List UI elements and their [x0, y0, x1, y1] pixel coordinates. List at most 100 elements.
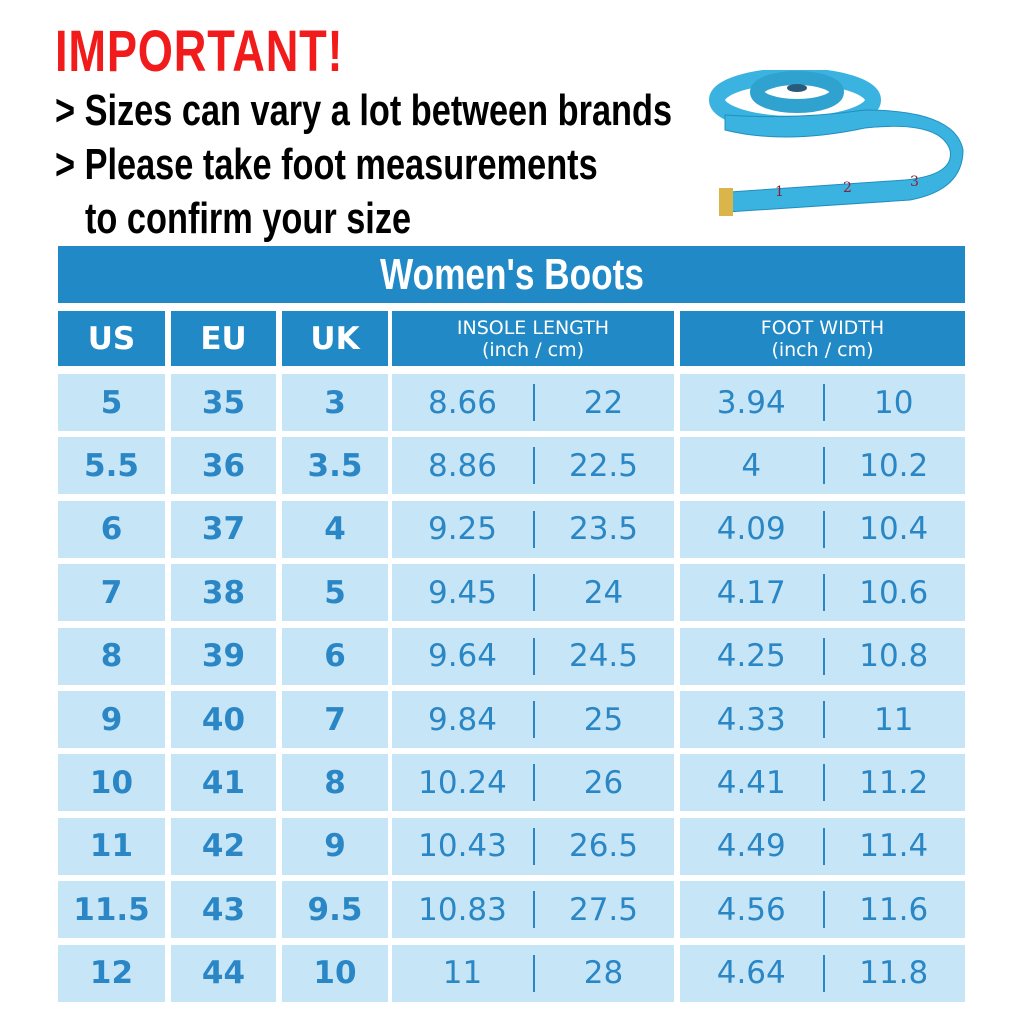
measuring-tape-icon: 1 2 3 [709, 70, 964, 216]
divider [533, 384, 535, 421]
cell-insole-cm: 22 [583, 384, 624, 421]
cell-insole-cm: 27.5 [568, 891, 639, 928]
divider [533, 574, 535, 612]
cell-width-cm: 11 [874, 701, 914, 738]
svg-text:3: 3 [910, 174, 919, 190]
header-width-unit: (inch / cm) [771, 338, 874, 361]
cell-width: 4 10.2 [680, 437, 965, 495]
cell-width: 4.41 11.2 [680, 754, 965, 812]
cell-eu: 35 [171, 374, 276, 431]
cell-width: 3.94 10 [680, 374, 965, 431]
cell-width-cm: 10.2 [859, 447, 929, 484]
cell-insole-cm: 24.5 [568, 638, 639, 675]
cell-width-inch: 4.17 [716, 574, 786, 611]
cell-insole-cm: 24 [583, 574, 624, 611]
divider [822, 384, 825, 421]
header-insole: INSOLE LENGTH (inch / cm) [392, 311, 674, 366]
svg-text:1: 1 [775, 184, 784, 200]
cell-width: 4.49 11.4 [680, 817, 965, 875]
header-eu: EU [171, 311, 276, 366]
cell-insole-cm: 26.5 [568, 828, 639, 865]
cell-insole-inch: 10.43 [418, 828, 507, 865]
cell-us: 11.5 [58, 881, 165, 939]
cell-us: 7 [58, 564, 165, 622]
cell-insole-inch: 11 [442, 955, 483, 992]
cell-insole-inch: 8.86 [427, 447, 498, 484]
cell-insole-cm: 25 [583, 701, 624, 738]
table-title-bar: Women's Boots [58, 246, 965, 303]
cell-us: 10 [58, 754, 165, 812]
cell-us: 11 [58, 817, 165, 875]
cell-insole: 10.24 26 [392, 754, 674, 812]
cell-insole: 11 28 [392, 944, 674, 1002]
cell-eu: 43 [171, 881, 276, 939]
cell-us: 12 [58, 944, 165, 1002]
cell-uk: 4 [282, 500, 388, 558]
cell-width-inch: 4.33 [716, 701, 786, 738]
svg-text:2: 2 [843, 180, 852, 196]
cell-insole-cm: 23.5 [568, 511, 639, 548]
cell-uk: 6 [282, 627, 388, 685]
cell-uk: 10 [282, 944, 388, 1002]
header-us: US [58, 311, 165, 366]
cell-us: 9 [58, 691, 165, 748]
cell-insole: 9.84 25 [392, 691, 674, 748]
divider [533, 827, 535, 865]
cell-insole-inch: 9.84 [427, 701, 498, 738]
cell-eu: 44 [171, 944, 276, 1002]
cell-width-inch: 4 [741, 447, 762, 484]
cell-us: 5.5 [58, 437, 165, 495]
divider [822, 701, 825, 738]
cell-eu: 42 [171, 817, 276, 875]
cell-eu: 36 [171, 437, 276, 495]
header-width-label: FOOT WIDTH [760, 316, 885, 339]
cell-insole-inch: 9.45 [427, 574, 498, 611]
note-line: > Please take foot measurements [55, 140, 598, 189]
cell-uk: 3 [282, 374, 388, 431]
cell-width: 4.25 10.8 [680, 627, 965, 685]
cell-uk: 3.5 [282, 437, 388, 495]
divider [533, 764, 535, 802]
divider [822, 637, 825, 675]
divider [533, 891, 535, 929]
divider [822, 827, 825, 865]
cell-width-inch: 4.64 [716, 955, 786, 992]
note-line: > Sizes can vary a lot between brands [55, 86, 673, 135]
cell-eu: 40 [171, 691, 276, 748]
divider [822, 891, 825, 929]
cell-width-cm: 11.4 [859, 828, 929, 865]
cell-eu: 39 [171, 627, 276, 685]
cell-width-cm: 10.4 [859, 511, 929, 548]
cell-width: 4.17 10.6 [680, 564, 965, 622]
divider [822, 574, 825, 612]
important-heading: IMPORTANT! [55, 19, 344, 84]
divider [533, 954, 535, 992]
cell-width-cm: 11.2 [859, 764, 929, 801]
cell-uk: 9.5 [282, 881, 388, 939]
cell-width-inch: 4.49 [716, 828, 786, 865]
divider [822, 510, 825, 548]
divider [533, 637, 535, 675]
divider [533, 510, 535, 548]
cell-width-cm: 10 [874, 384, 914, 421]
table-title: Women's Boots [379, 249, 644, 299]
cell-uk: 5 [282, 564, 388, 622]
cell-insole: 9.64 24.5 [392, 627, 674, 685]
cell-eu: 37 [171, 500, 276, 558]
cell-width: 4.09 10.4 [680, 500, 965, 558]
cell-width-cm: 11.8 [859, 955, 929, 992]
cell-insole: 8.66 22 [392, 374, 674, 431]
cell-uk: 8 [282, 754, 388, 812]
cell-width-inch: 4.09 [716, 511, 786, 548]
cell-insole: 10.43 26.5 [392, 817, 674, 875]
cell-width: 4.64 11.8 [680, 944, 965, 1002]
cell-insole-inch: 10.83 [418, 891, 507, 928]
divider [822, 447, 825, 485]
cell-insole-inch: 9.64 [427, 638, 498, 675]
cell-us: 8 [58, 627, 165, 685]
cell-insole: 9.25 23.5 [392, 500, 674, 558]
cell-eu: 38 [171, 564, 276, 622]
cell-insole-cm: 26 [583, 764, 624, 801]
cell-us: 5 [58, 374, 165, 431]
cell-insole-inch: 10.24 [418, 764, 507, 801]
